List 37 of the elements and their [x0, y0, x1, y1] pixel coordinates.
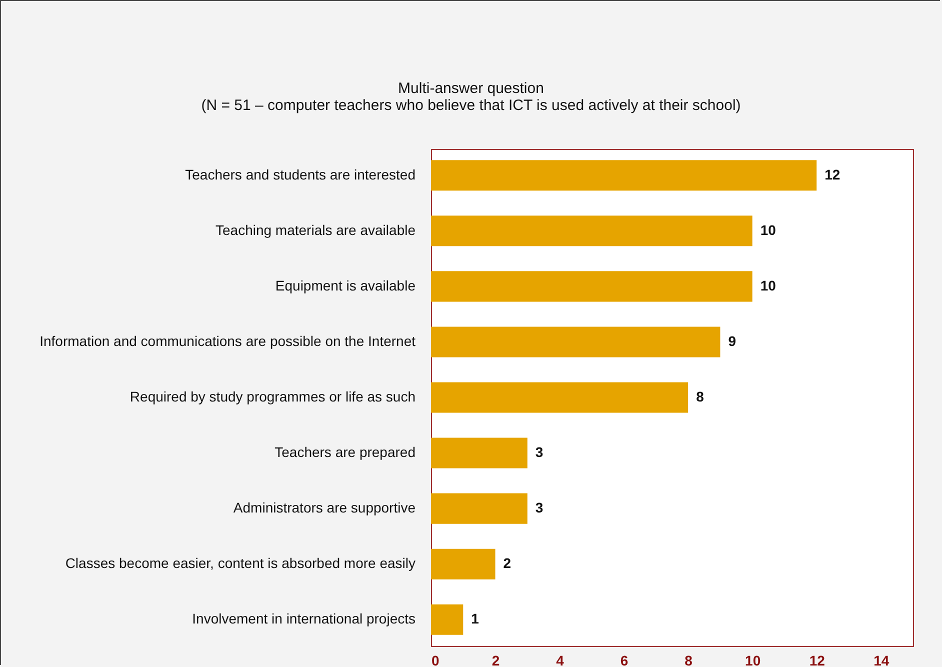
- data-label: 10: [760, 277, 776, 294]
- y-tick-label: Classes become easier, content is absorbed more easily: [65, 555, 416, 572]
- bar: [431, 438, 528, 468]
- bar: [431, 604, 464, 635]
- y-tick-label: Required by study programmes or life as such: [130, 388, 416, 404]
- chart-subtitle: (N = 51 – computer teachers who believe that ICT is used actively at their school): [201, 97, 741, 114]
- data-label: 3: [535, 500, 544, 516]
- data-label: 12: [824, 166, 840, 182]
- x-tick-label: 4: [556, 652, 564, 667]
- y-tick-label: Involvement in international projects: [192, 610, 416, 627]
- x-tick-label: 10: [745, 652, 761, 667]
- y-tick-label: Equipment is available: [275, 277, 416, 294]
- chart-title: Multi-answer question: [398, 80, 544, 97]
- bar: [431, 271, 752, 302]
- x-tick-label: 6: [620, 652, 628, 667]
- y-tick-label: Information and communications are possible on the Internet: [40, 332, 416, 349]
- y-tick-label: Teachers and students are interested: [185, 166, 416, 182]
- bar: [431, 326, 720, 358]
- x-tick-label: 2: [492, 652, 500, 667]
- y-tick-label: Teachers are prepared: [274, 444, 416, 460]
- x-tick-label: 14: [874, 652, 890, 667]
- data-label: 10: [760, 222, 776, 238]
- bar: [431, 160, 817, 191]
- y-tick-label: Administrators are supportive: [233, 500, 416, 516]
- bar: [431, 548, 496, 580]
- y-tick-label: Teaching materials are available: [216, 222, 416, 238]
- x-tick-label: 12: [809, 652, 826, 667]
- bar: [431, 382, 688, 413]
- data-label: 3: [535, 444, 544, 460]
- data-label: 9: [728, 332, 736, 349]
- bar: [431, 216, 752, 246]
- x-tick-label: 8: [684, 652, 693, 667]
- bar: [431, 493, 528, 524]
- data-label: 1: [471, 610, 480, 627]
- data-label: 2: [503, 555, 512, 572]
- x-tick-label: 0: [432, 652, 440, 667]
- data-label: 8: [696, 388, 704, 404]
